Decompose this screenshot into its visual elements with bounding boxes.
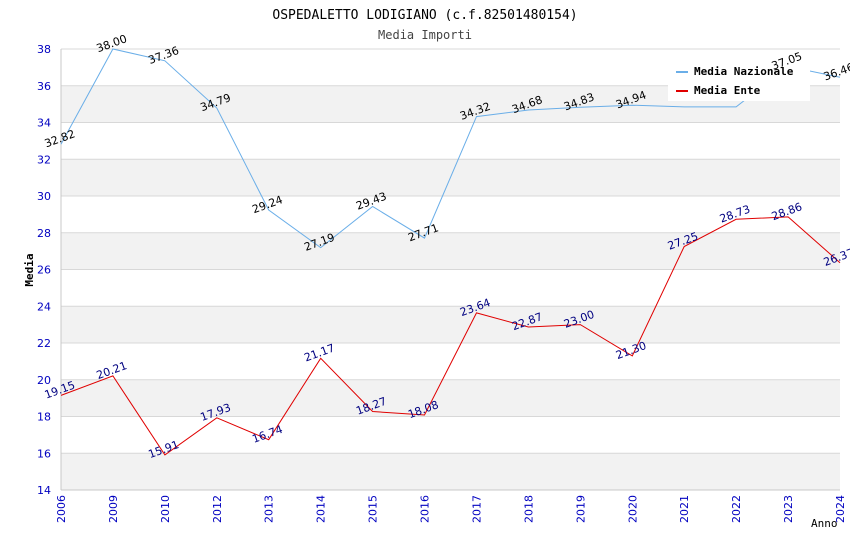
x-axis-ticks: 2006 2009 2010 2012 2013 2014 2015 2016 2017 2018… <box>55 495 847 523</box>
plot-bands <box>61 85 840 490</box>
x-tick-label: 2014 <box>315 495 328 523</box>
x-tick-label: 2017 <box>470 495 483 523</box>
y-tick-label: 22 <box>37 337 51 350</box>
legend-box <box>668 59 810 101</box>
y-tick-label: 20 <box>37 374 51 387</box>
x-tick-label: 2021 <box>678 495 691 523</box>
series-line-media-nazionale <box>60 48 841 249</box>
grid-band <box>61 453 840 490</box>
y-tick-label: 30 <box>37 190 51 203</box>
x-tick-label: 2013 <box>263 495 276 523</box>
x-tick-label: 2023 <box>782 495 795 523</box>
x-axis-label: Anno <box>811 517 838 530</box>
y-tick-label: 26 <box>37 264 51 277</box>
y-tick-label: 16 <box>37 447 51 460</box>
data-label: 20.21 <box>95 359 129 382</box>
x-tick-label: 2006 <box>55 495 68 523</box>
x-tick-label: 2015 <box>367 495 380 523</box>
grid-band <box>61 232 840 270</box>
x-tick-label: 2019 <box>574 495 587 523</box>
data-label: 32.82 <box>43 127 77 150</box>
series-line-media-ente <box>60 216 841 456</box>
series-lines <box>60 48 841 456</box>
x-tick-label: 2012 <box>211 495 224 523</box>
data-label: 28.73 <box>718 203 752 226</box>
y-tick-label: 24 <box>37 300 51 313</box>
x-tick-label: 2022 <box>730 495 743 523</box>
chart-subtitle: Media Importi <box>378 28 472 42</box>
x-tick-label: 2010 <box>159 495 172 523</box>
legend: Media Nazionale Media Ente <box>668 59 810 101</box>
legend-label-media-nazionale: Media Nazionale <box>694 65 794 78</box>
chart-title: OSPEDALETTO LODIGIANO (c.f.82501480154) <box>272 8 577 23</box>
legend-label-media-ente: Media Ente <box>694 84 761 97</box>
y-tick-label: 14 <box>37 484 51 497</box>
x-tick-label: 2016 <box>419 495 432 523</box>
x-tick-label: 2018 <box>522 495 535 523</box>
y-axis-ticks: 14 16 18 20 22 24 26 28 30 32 34 36 38 <box>37 43 51 497</box>
y-axis-label: Media <box>23 253 36 286</box>
x-tick-label: 2024 <box>834 495 847 523</box>
y-tick-label: 36 <box>37 80 51 93</box>
data-label: 28.86 <box>770 200 804 223</box>
y-tick-label: 38 <box>37 43 51 56</box>
y-tick-label: 34 <box>37 117 51 130</box>
data-label: 37.36 <box>147 44 181 67</box>
y-tick-label: 18 <box>37 411 51 424</box>
data-label: 16.74 <box>251 423 285 446</box>
data-label: 29.24 <box>251 193 285 216</box>
y-tick-label: 32 <box>37 153 51 166</box>
data-label: 36.46 <box>822 61 850 84</box>
y-tick-label: 28 <box>37 227 51 240</box>
grid-band <box>61 379 840 417</box>
grid-band <box>61 306 840 343</box>
x-tick-label: 2009 <box>107 495 120 523</box>
x-tick-label: 2020 <box>626 495 639 523</box>
